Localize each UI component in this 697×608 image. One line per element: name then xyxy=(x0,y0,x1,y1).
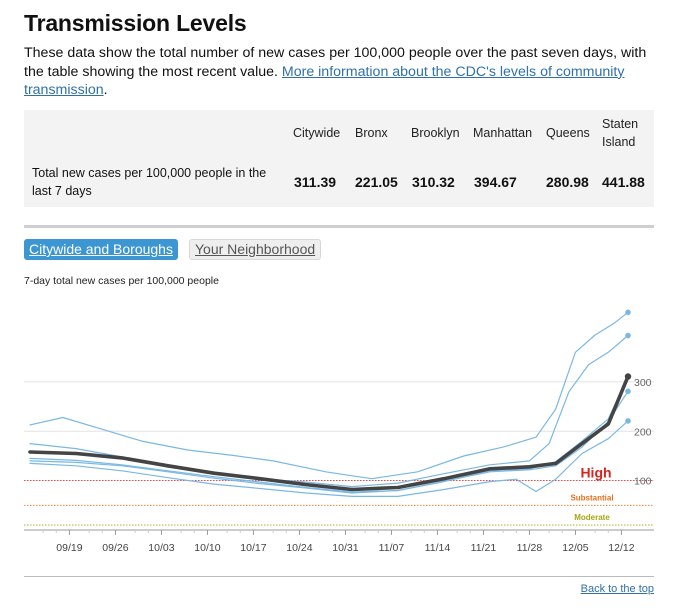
value-citywide: 311.39 xyxy=(294,174,337,190)
summary-table: Citywide Bronx Brooklyn Manhattan Queens… xyxy=(24,110,654,207)
tab-your-neighborhood[interactable]: Your Neighborhood xyxy=(189,239,322,260)
intro-paragraph: These data show the total number of new … xyxy=(24,44,664,100)
x-tick-label: 09/26 xyxy=(102,542,128,554)
series-line-staten-island xyxy=(29,311,629,480)
x-tick-label: 12/05 xyxy=(562,542,588,554)
series-endpoint-queens xyxy=(625,388,631,395)
threshold-high-label: High xyxy=(580,465,611,481)
col-header-brooklyn: Brooklyn xyxy=(411,126,460,140)
x-tick-label: 09/19 xyxy=(56,542,82,554)
series-endpoint-bronx xyxy=(625,418,631,424)
series-layer xyxy=(28,309,632,497)
chart-title: 7-day total new cases per 100,000 people xyxy=(24,275,219,287)
x-tick-label: 10/24 xyxy=(286,542,312,554)
axis-layer: 100 200 300 09/19 09/26 10/03 10/10 10/17 10/24 1… xyxy=(24,377,654,554)
x-tick-label: 11/21 xyxy=(471,542,497,554)
y-tick-label: 200 xyxy=(634,426,652,438)
series-line-bronx xyxy=(29,420,629,497)
x-tick-label: 10/03 xyxy=(148,542,174,554)
intro-end: . xyxy=(103,82,108,98)
x-tick-label: 10/31 xyxy=(332,542,358,554)
value-brooklyn: 310.32 xyxy=(412,174,455,190)
tab-citywide-and-boroughs[interactable]: Citywide and Boroughs xyxy=(24,239,178,260)
y-tick-label: 300 xyxy=(634,377,652,389)
threshold-substantial-label: Substantial xyxy=(570,493,613,502)
col-header-queens: Queens xyxy=(546,126,590,140)
series-endpoint-staten-island xyxy=(625,309,631,316)
col-header-citywide: Citywide xyxy=(293,126,341,140)
section-divider xyxy=(24,225,654,228)
value-manhattan: 394.67 xyxy=(474,174,517,190)
value-queens: 280.98 xyxy=(546,174,589,190)
threshold-layer: High Substantial Moderate xyxy=(24,465,654,526)
x-tick-label: 10/10 xyxy=(194,542,220,554)
cdc-levels-link[interactable]: More information about the CDC's levels … xyxy=(24,63,625,99)
value-staten-island: 441.88 xyxy=(602,174,645,190)
col-header-staten-island: Staten Island xyxy=(602,117,639,149)
series-endpoint-manhattan xyxy=(625,332,631,339)
bottom-rule xyxy=(24,576,654,577)
threshold-moderate-label: Moderate xyxy=(574,513,610,522)
series-line-citywide xyxy=(28,374,630,492)
y-tick-label: 100 xyxy=(634,476,652,488)
col-header-bronx: Bronx xyxy=(355,126,388,140)
back-to-top-link[interactable]: Back to the top xyxy=(580,583,654,595)
intro-text: These data show the total number of new … xyxy=(24,45,647,80)
row-label: Total new cases per 100,000 people in th… xyxy=(32,166,267,198)
x-tick-label: 11/14 xyxy=(425,542,451,554)
series-endpoint-citywide xyxy=(624,373,632,380)
x-tick-label: 12/12 xyxy=(608,542,634,554)
x-tick-label: 10/17 xyxy=(240,542,266,554)
x-tick-label: 11/28 xyxy=(517,542,543,554)
page-title: Transmission Levels xyxy=(24,10,247,36)
value-bronx: 221.05 xyxy=(355,174,398,190)
transmission-line-chart: High Substantial Moderate 100 200 300 09/19 09… xyxy=(24,309,654,554)
x-tick-label: 11/07 xyxy=(379,542,405,554)
col-header-manhattan: Manhattan xyxy=(473,126,533,140)
series-line-queens xyxy=(29,390,629,494)
